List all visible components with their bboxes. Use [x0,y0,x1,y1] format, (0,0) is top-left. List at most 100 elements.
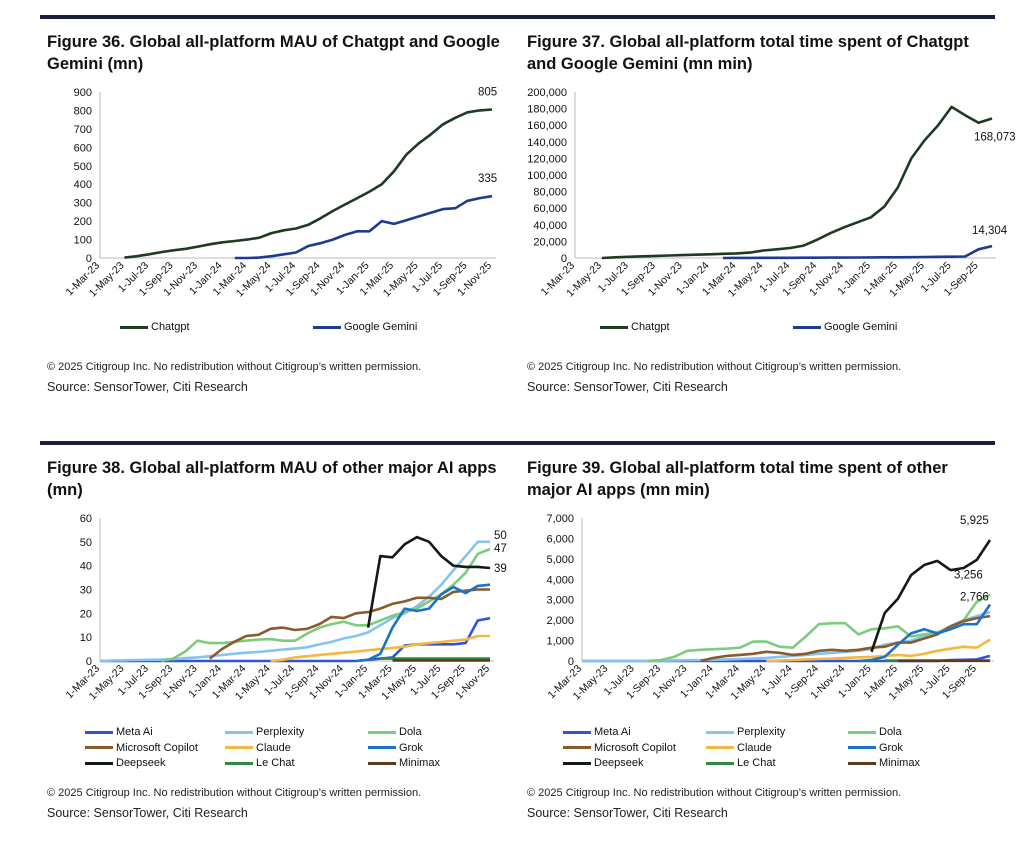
legend-label: Grok [399,741,423,754]
data-label: 50 [494,530,507,542]
y-tick-label: 0 [86,656,92,668]
y-tick-label: 80,000 [533,187,567,199]
legend-swatch [225,746,253,749]
legend-item: Meta Ai [563,726,631,738]
legend-item: Claude [706,742,772,754]
legend-item: Meta Ai [85,726,153,738]
y-tick-label: 500 [74,161,92,173]
legend-label: Chatgpt [631,321,670,333]
legend-label: Microsoft Copilot [594,741,676,754]
legend-label: Minimax [879,757,920,769]
y-tick-label: 140,000 [527,137,567,149]
data-label: 47 [494,543,507,555]
y-tick-label: 4,000 [546,574,574,586]
legend-swatch [85,761,113,765]
series-line-claude [270,634,490,663]
legend-item: Perplexity [225,726,304,738]
legend-label: Dola [399,726,422,738]
figure-37-chart: 0 20,000 40,000 60,000 80,000 100,000 120,000 1… [527,87,1015,299]
legend-item: Deepseek [563,757,644,769]
y-tick-label: 120,000 [527,153,567,165]
y-tick-label: 10 [80,632,92,644]
legend-label: Meta Ai [594,726,631,738]
y-tick-label: 700 [74,124,92,136]
legend-swatch [563,761,591,765]
y-tick-label: 160,000 [527,120,567,132]
y-tick-label: 1,000 [546,636,574,648]
series-line-chatgpt [601,105,993,260]
copyright-note: © 2025 Citigroup Inc. No redistribution … [47,787,422,799]
middle-rule [40,441,995,445]
series-line-grok [355,583,491,663]
y-tick-label: 40,000 [533,220,567,232]
legend-item: Dola [848,726,902,738]
y-tick-label: 300 [74,198,92,210]
legend-swatch [368,761,396,765]
figure-38-chart: 01020304050601-Mar-231-May-231-Jul-231-S… [64,513,507,702]
top-rule [40,15,995,19]
legend-swatch [706,761,734,765]
data-label: 14,304 [972,225,1008,237]
legend-item: Perplexity [706,726,785,738]
y-tick-label: 400 [74,179,92,191]
legend-item: Dola [368,726,422,738]
y-tick-label: 7,000 [546,513,574,525]
data-label: 39 [494,563,507,575]
legend-item: Le Chat [706,757,776,769]
data-label: 168,073 [974,131,1016,143]
legend-item: Minimax [848,757,920,769]
legend-swatch [85,746,113,749]
y-tick-label: 20 [80,608,92,620]
data-label: 3,256 [954,569,983,581]
figure-title: Figure 38. Global all-platform MAU of ot… [47,459,497,499]
y-tick-label: 0 [568,656,574,668]
series-line-microsoft-copilot [208,588,490,660]
legend-item: Minimax [368,757,440,769]
y-tick-label: 60 [80,513,92,525]
series-line-deepseek [870,539,992,653]
legend-swatch [225,761,253,765]
y-tick-label: 5,000 [546,554,574,566]
y-tick-label: 600 [74,142,92,154]
series-line-google-gemini [234,194,493,260]
source-note: Source: SensorTower, Citi Research [47,806,248,820]
data-label: 335 [478,173,497,185]
figure-title: Figure 36. Global all-platform MAU of Ch… [47,33,500,73]
legend-item: Grok [848,742,903,754]
series-line-deepseek [366,535,491,628]
legend-swatch [848,761,876,765]
figure-title: Figure 37. Global all-platform total tim… [527,33,969,73]
y-tick-label: 200,000 [527,87,567,99]
copyright-note: © 2025 Citigroup Inc. No redistribution … [527,787,902,799]
legend-item: Deepseek [85,757,166,769]
y-tick-label: 0 [86,253,92,265]
series-line-chatgpt [124,108,493,259]
y-tick-label: 2,000 [546,615,574,627]
figure-38-panel: Figure 38. Global all-platform MAU of ot… [40,0,510,845]
legend-swatch [563,730,591,734]
legend-swatch [85,730,113,734]
source-note: Source: SensorTower, Citi Research [527,806,728,820]
data-label: 805 [478,87,497,99]
legend-label: Deepseek [116,757,166,769]
legend-item: Google Gemini [793,321,897,333]
figure-39-panel: Figure 39. Global all-platform total tim… [520,0,994,845]
y-tick-label: 180,000 [527,104,567,116]
legend-swatch [600,325,628,329]
y-tick-label: 900 [74,87,92,99]
legend-label: Chatgpt [151,321,190,333]
legend-label: Google Gemini [344,321,418,333]
legend-item: Claude [225,742,291,754]
legend-swatch [793,325,821,329]
copyright-note: © 2025 Citigroup Inc. No redistribution … [527,361,902,373]
series-line-google-gemini [722,244,993,260]
y-tick-label: 800 [74,105,92,117]
legend-label: Le Chat [256,757,295,769]
y-tick-label: 50 [80,537,92,549]
y-tick-label: 6,000 [546,533,574,545]
data-label: 5,925 [960,515,989,527]
legend-label: Le Chat [737,757,776,769]
legend-item: Microsoft Copilot [85,742,198,754]
legend-item: Grok [368,742,423,754]
legend-label: Claude [256,741,291,754]
